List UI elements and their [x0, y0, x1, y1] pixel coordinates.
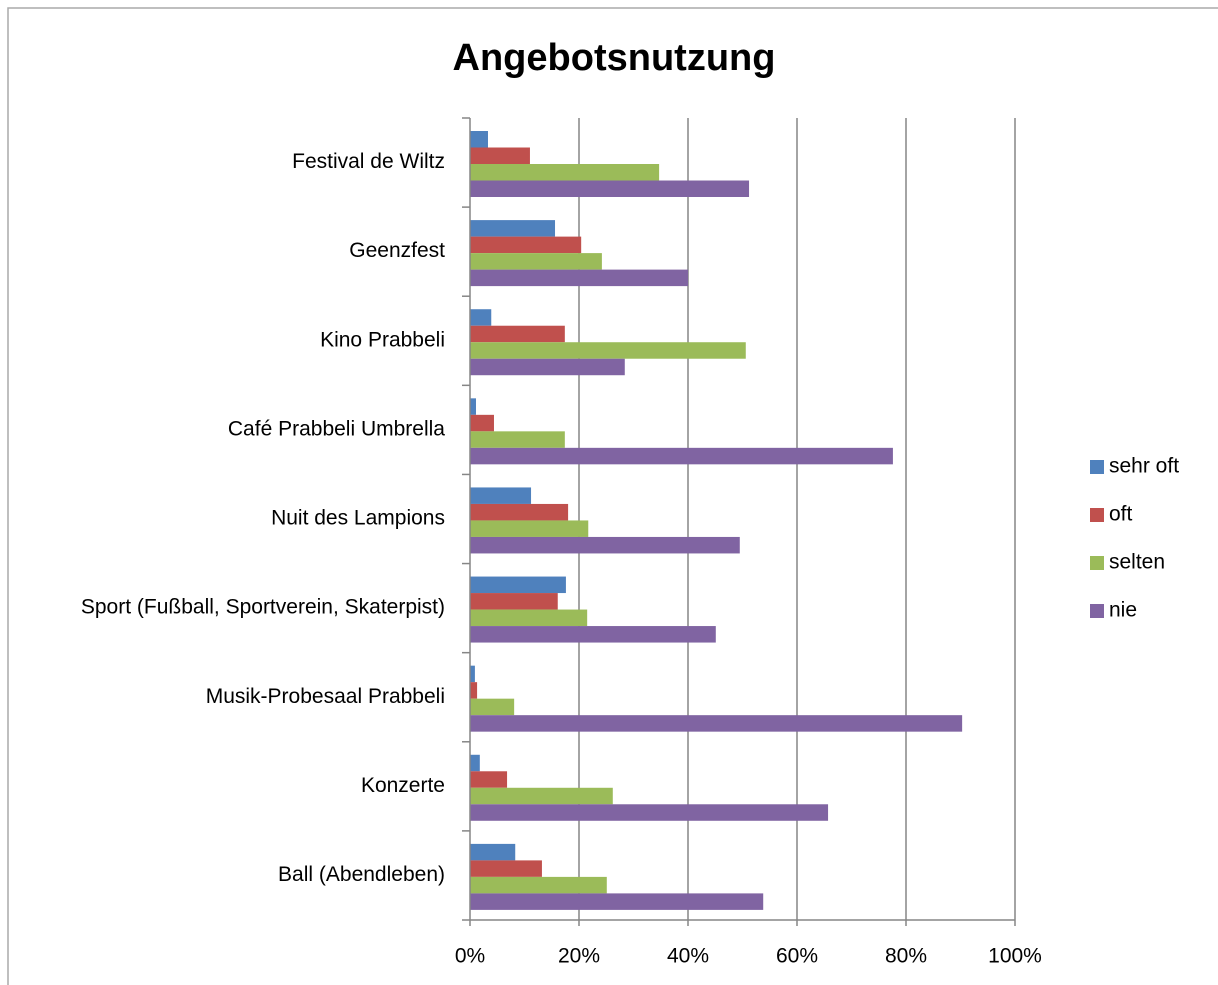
bar: [470, 414, 494, 432]
y-tick-label: Festival de Wiltz: [292, 150, 445, 173]
bar: [470, 358, 625, 376]
chart-title: Angebotsnutzung: [453, 37, 776, 79]
x-tick-label: 0%: [455, 945, 485, 968]
x-tick-label: 60%: [776, 945, 818, 968]
bar: [470, 325, 565, 343]
y-tick-label: Musik-Probesaal Prabbeli: [206, 685, 445, 708]
bar: [470, 309, 492, 326]
y-tick-label: Sport (Fußball, Sportverein, Skaterpist): [81, 596, 445, 619]
bar: [470, 431, 565, 448]
bar: [470, 893, 764, 910]
x-tick-label: 20%: [558, 945, 600, 968]
bar: [470, 536, 740, 554]
y-tick-label: Café Prabbeli Umbrella: [228, 417, 445, 440]
bar: [470, 576, 566, 594]
legend-label: selten: [1109, 551, 1165, 574]
bar: [470, 253, 602, 270]
bar: [470, 503, 569, 521]
bar: [470, 180, 750, 197]
bar: [470, 593, 558, 610]
bar: [470, 665, 475, 683]
y-tick-label: Ball (Abendleben): [278, 863, 445, 886]
x-tick-label: 100%: [988, 945, 1042, 968]
y-tick-label: Geenzfest: [349, 239, 445, 262]
bar: [470, 787, 613, 805]
bar: [470, 876, 607, 894]
bar: [470, 771, 508, 788]
bar: [470, 860, 542, 877]
legend-label: sehr oft: [1109, 455, 1179, 478]
bar: [470, 147, 530, 164]
bar: [470, 131, 488, 148]
bar: [470, 236, 582, 254]
bar: [470, 843, 516, 861]
bar: [470, 342, 746, 359]
legend-label: oft: [1109, 503, 1133, 526]
bar: [470, 487, 532, 504]
bar: [470, 609, 588, 627]
bar: [470, 269, 688, 287]
y-tick-label: Nuit des Lampions: [271, 507, 445, 530]
bar: [470, 164, 660, 181]
y-tick-label: Konzerte: [361, 774, 445, 797]
legend-swatch: [1090, 508, 1104, 522]
bar: [470, 398, 476, 415]
bar: [470, 754, 480, 772]
legend-swatch: [1090, 556, 1104, 570]
y-tick-label: Kino Prabbeli: [320, 328, 445, 351]
bar: [470, 682, 478, 699]
bar: [470, 715, 963, 732]
bar: [470, 447, 893, 465]
bar: [470, 626, 716, 643]
chart-border: [7, 7, 1218, 985]
bar: [470, 698, 515, 716]
legend-label: nie: [1109, 599, 1137, 622]
legend-swatch: [1090, 460, 1104, 474]
bar: [470, 220, 556, 237]
legend-swatch: [1090, 604, 1104, 618]
bar: [470, 804, 829, 821]
x-tick-label: 40%: [667, 945, 709, 968]
bar: [470, 520, 589, 537]
x-tick-label: 80%: [885, 945, 927, 968]
